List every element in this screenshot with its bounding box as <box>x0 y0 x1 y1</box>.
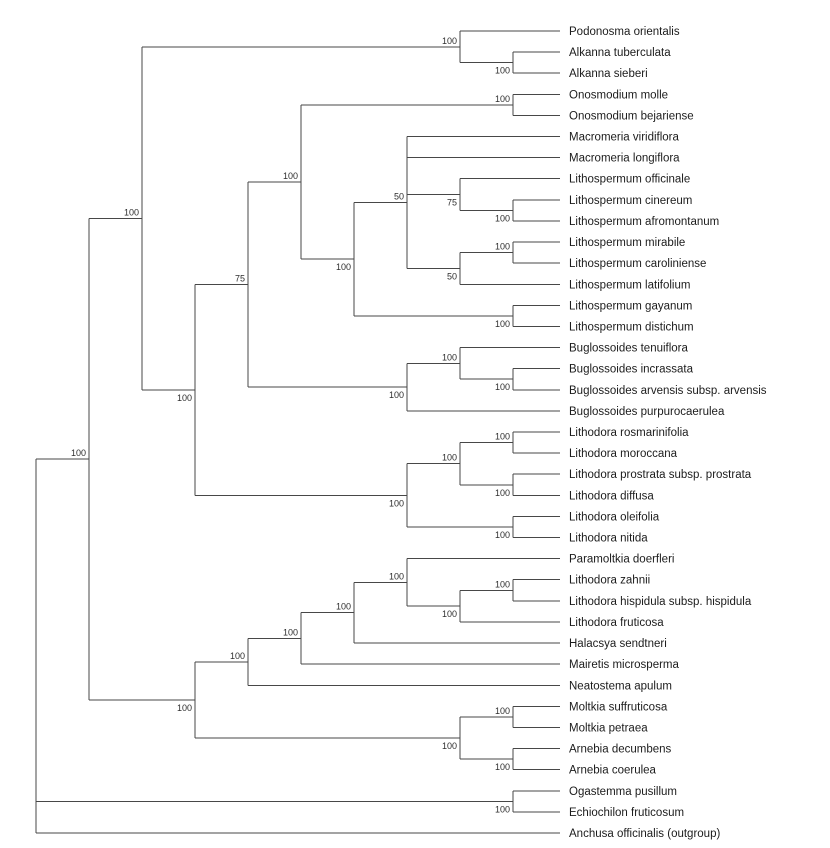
support-value: 100 <box>495 213 510 223</box>
taxon-label: Macromeria longiflora <box>569 153 680 165</box>
taxon-label: Macromeria viridiflora <box>569 132 680 144</box>
taxon-label: Buglossoides purpurocaerulea <box>569 406 725 418</box>
taxon-label: Echiochilon fruticosum <box>569 807 684 819</box>
taxon-label: Lithospermum distichum <box>569 321 694 333</box>
support-value: 100 <box>283 627 298 637</box>
taxon-label: Lithodora oleifolia <box>569 511 660 523</box>
taxon-label: Lithospermum gayanum <box>569 300 692 312</box>
support-value: 75 <box>235 274 245 284</box>
support-value: 50 <box>447 271 457 281</box>
taxon-label: Podonosma orientalis <box>569 26 680 38</box>
support-value: 100 <box>283 171 298 181</box>
support-value: 100 <box>442 352 457 362</box>
support-value: 75 <box>447 198 457 208</box>
taxon-label: Lithodora zahnii <box>569 575 650 587</box>
taxon-label: Lithodora diffusa <box>569 490 654 502</box>
taxon-label: Onosmodium bejariense <box>569 110 694 122</box>
taxon-label: Buglossoides incrassata <box>569 364 694 376</box>
support-value: 100 <box>442 741 457 751</box>
support-value: 100 <box>495 94 510 104</box>
support-value: 100 <box>389 498 404 508</box>
taxon-label: Neatostema apulum <box>569 680 672 692</box>
support-value: 100 <box>442 453 457 463</box>
support-value: 100 <box>389 571 404 581</box>
taxon-label: Lithospermum caroliniense <box>569 258 706 270</box>
support-value: 100 <box>495 762 510 772</box>
support-value: 100 <box>495 382 510 392</box>
support-value: 100 <box>124 207 139 217</box>
support-value: 100 <box>71 448 86 458</box>
support-value: 100 <box>336 262 351 272</box>
taxon-label: Alkanna sieberi <box>569 68 648 80</box>
support-value: 100 <box>495 488 510 498</box>
taxon-label: Lithospermum latifolium <box>569 279 690 291</box>
taxon-label: Lithodora rosmarinifolia <box>569 427 689 439</box>
taxon-label: Arnebia coerulea <box>569 765 657 777</box>
support-value: 100 <box>495 804 510 814</box>
taxon-label: Alkanna tuberculata <box>569 47 671 59</box>
support-value: 100 <box>177 393 192 403</box>
taxon-label: Lithospermum officinale <box>569 174 690 186</box>
taxon-label: Lithodora hispidula subsp. hispidula <box>569 596 752 608</box>
support-value: 100 <box>495 432 510 442</box>
support-value: 100 <box>177 703 192 713</box>
taxon-label: Lithospermum cinereum <box>569 195 692 207</box>
support-value: 100 <box>495 530 510 540</box>
taxon-label: Buglossoides arvensis subsp. arvensis <box>569 385 767 397</box>
taxon-label: Moltkia suffruticosa <box>569 701 668 713</box>
taxon-label: Lithodora prostrata subsp. prostrata <box>569 469 752 481</box>
support-value: 100 <box>336 602 351 612</box>
support-value: 100 <box>495 242 510 252</box>
taxon-label: Anchusa officinalis (outgroup) <box>569 828 720 840</box>
support-value: 100 <box>389 390 404 400</box>
support-value: 50 <box>394 191 404 201</box>
support-value: 100 <box>495 66 510 76</box>
taxon-label: Paramoltkia doerfleri <box>569 554 674 566</box>
taxon-label: Lithodora fruticosa <box>569 617 664 629</box>
support-value: 100 <box>495 706 510 716</box>
taxon-label: Moltkia petraea <box>569 722 648 734</box>
taxon-label: Lithospermum afromontanum <box>569 216 719 228</box>
taxon-label: Lithodora nitida <box>569 533 648 545</box>
support-value: 100 <box>230 651 245 661</box>
taxon-label: Mairetis microsperma <box>569 659 680 671</box>
support-value: 100 <box>442 36 457 46</box>
support-value: 100 <box>495 579 510 589</box>
taxon-label: Lithodora moroccana <box>569 448 678 460</box>
taxon-label: Ogastemma pusillum <box>569 786 677 798</box>
support-value: 100 <box>495 319 510 329</box>
taxon-label: Halacsya sendtneri <box>569 638 667 650</box>
support-value: 100 <box>442 609 457 619</box>
taxon-label: Arnebia decumbens <box>569 744 672 756</box>
taxon-label: Lithospermum mirabile <box>569 237 685 249</box>
taxon-label: Onosmodium molle <box>569 89 668 101</box>
taxon-label: Buglossoides tenuiflora <box>569 343 689 355</box>
